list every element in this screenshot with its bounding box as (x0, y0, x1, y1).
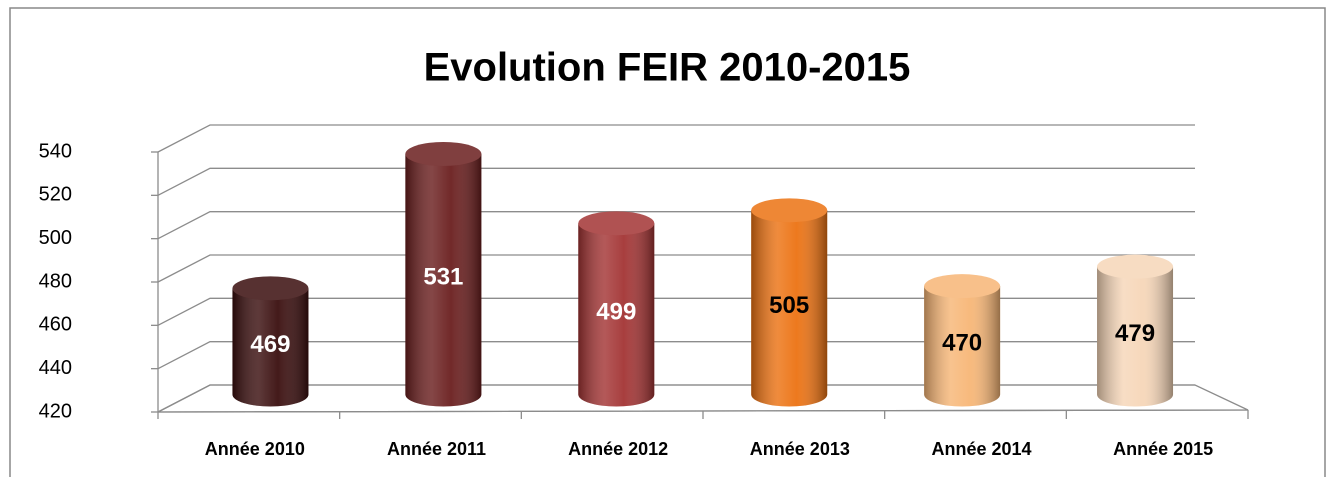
y-tick-label: 480 (39, 270, 72, 292)
y-tick-label: 420 (39, 400, 72, 422)
y-tick-label: 520 (39, 184, 72, 206)
grid-line (157, 254, 1195, 283)
value-label: 505 (769, 292, 809, 319)
cylinder-top (1097, 254, 1174, 279)
cylinder-shading (405, 154, 482, 407)
grid-line (157, 124, 1195, 153)
cylinder-top-shine (751, 198, 828, 223)
cylinder-top-shine (232, 276, 309, 301)
cylinder-shading (751, 210, 828, 407)
value-label: 499 (596, 298, 636, 325)
floor (157, 384, 1249, 413)
cylinder-shading (578, 223, 655, 407)
y-tick-label: 500 (39, 227, 72, 249)
grid-line (157, 297, 1195, 326)
x-tick-label: Année 2015 (1113, 439, 1213, 459)
y-tick-label: 460 (39, 314, 72, 336)
grid-line (157, 341, 1195, 370)
cylinder-top-shine (924, 274, 1001, 299)
cylinder-top (578, 211, 655, 236)
value-label: 470 (942, 330, 982, 357)
y-tick-label: 540 (39, 140, 72, 162)
cylinder-shading (1097, 266, 1174, 407)
value-label: 479 (1115, 320, 1155, 347)
x-tick-label: Année 2011 (387, 439, 486, 459)
value-label: 531 (423, 264, 463, 291)
x-tick-label: Année 2013 (750, 439, 850, 459)
grid-line (157, 167, 1195, 196)
grid-line (157, 211, 1195, 240)
cylinder-top-shine (1097, 254, 1174, 279)
value-label: 469 (250, 331, 290, 358)
cylinder-top-shine (578, 211, 655, 236)
cylinder-top (924, 274, 1001, 299)
y-tick-label: 440 (39, 357, 72, 379)
frame (9, 7, 1326, 477)
x-tick-label: Année 2012 (568, 439, 668, 459)
grid-line (157, 384, 1195, 413)
x-tick-label: Année 2010 (205, 439, 305, 459)
cylinder-top (751, 198, 828, 223)
cylinder-top (405, 142, 482, 166)
cylinder-top (232, 276, 309, 301)
x-tick-label: Année 2014 (931, 439, 1031, 459)
cylinder-shading (924, 286, 1001, 407)
cylinder-shading (232, 288, 309, 407)
chart-title: Evolution FEIR 2010-2015 (424, 46, 911, 90)
cylinder-top-shine (405, 142, 482, 166)
